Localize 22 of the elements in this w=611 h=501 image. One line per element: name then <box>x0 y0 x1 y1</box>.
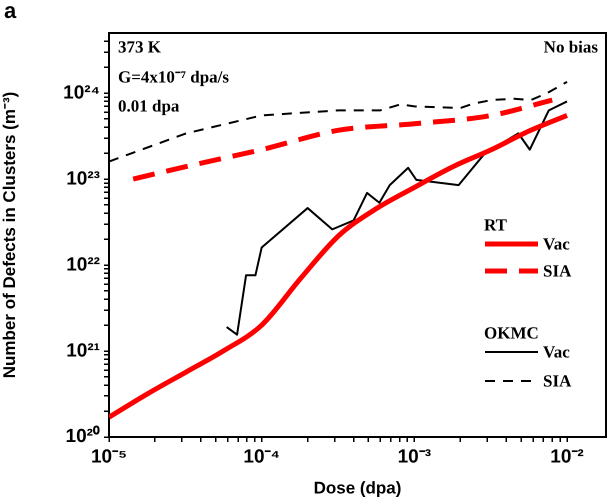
legend-label: Vac <box>543 234 570 254</box>
x-tick-label: 10⁻⁵ <box>90 446 128 468</box>
x-axis-title: Dose (dpa) <box>314 478 402 498</box>
y-tick-label: 10²² <box>66 254 100 276</box>
x-tick-label: 10⁻² <box>550 446 584 468</box>
y-tick-label: 10²³ <box>66 168 100 190</box>
x-tick-label: 10⁻⁴ <box>243 446 280 468</box>
annotation: 373 K <box>118 37 162 56</box>
annotation: RT <box>484 215 508 234</box>
chart-title: a <box>4 0 17 24</box>
legend-label: Vac <box>543 342 570 362</box>
y-axis-title: Number of Defects in Clusters (m⁻³) <box>0 92 19 378</box>
legend-label: SIA <box>543 261 572 280</box>
annotation: No bias <box>544 37 598 56</box>
y-tick-label: 10²¹ <box>66 340 100 362</box>
annotation: G=4x10⁻⁷ dpa/s <box>118 67 230 86</box>
annotation: OKMC <box>484 323 539 342</box>
legend-label: SIA <box>543 371 572 390</box>
y-tick-label: 10²⁴ <box>63 82 100 104</box>
annotation: 0.01 dpa <box>118 96 180 116</box>
x-tick-label: 10⁻³ <box>398 446 432 468</box>
y-tick-label: 10²⁰ <box>66 425 100 448</box>
